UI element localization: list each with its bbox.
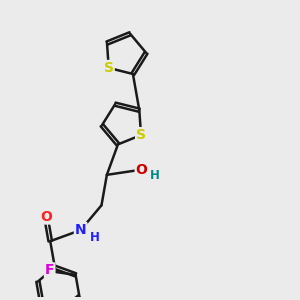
Text: O: O — [40, 209, 52, 224]
Text: H: H — [90, 231, 100, 244]
Text: S: S — [104, 61, 114, 75]
Text: H: H — [150, 169, 160, 182]
Text: S: S — [136, 128, 146, 142]
Text: F: F — [45, 263, 54, 278]
Text: O: O — [136, 164, 148, 177]
Text: N: N — [75, 223, 86, 237]
